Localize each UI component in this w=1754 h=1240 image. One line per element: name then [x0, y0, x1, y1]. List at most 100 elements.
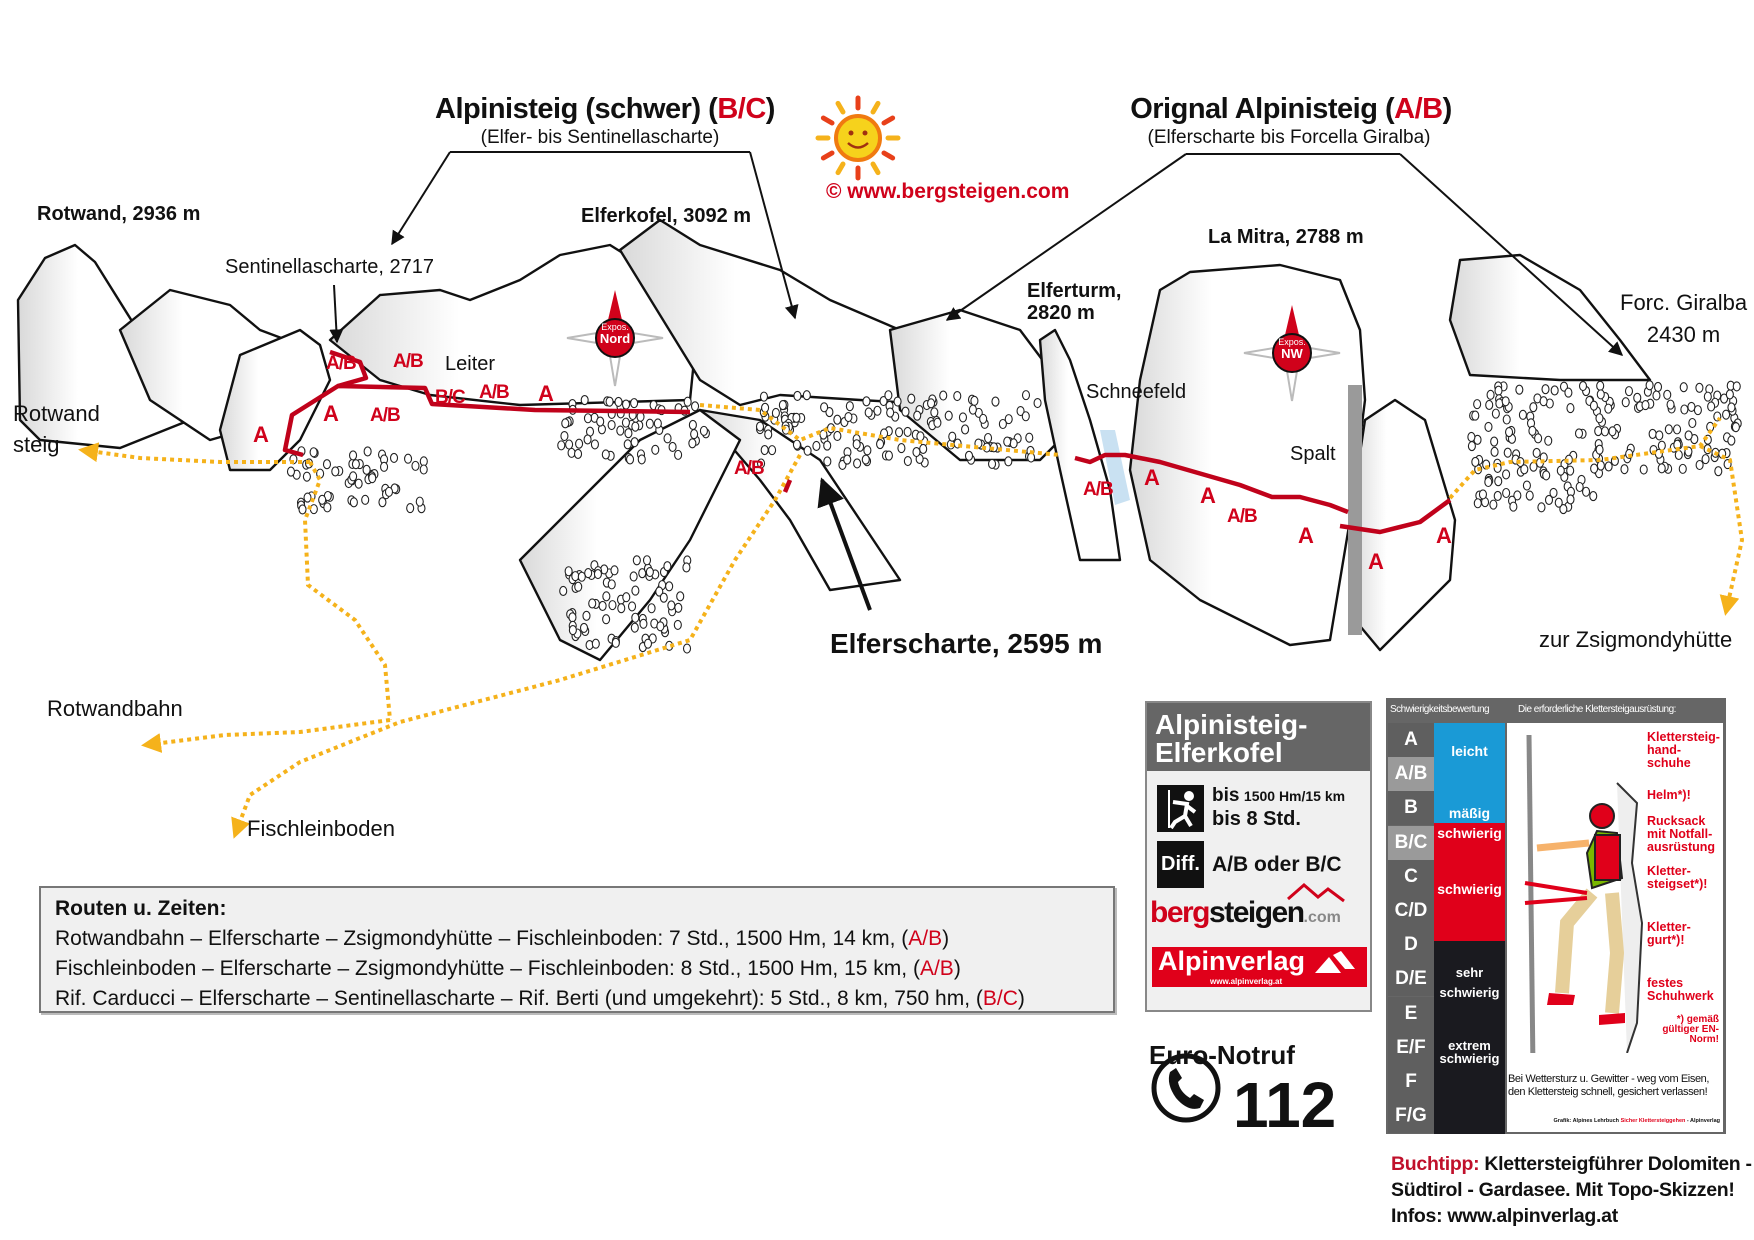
scree-stone	[879, 395, 888, 407]
scree-stone	[958, 412, 968, 423]
bergsteigen-logo[interactable]: bergsteigen.com	[1150, 883, 1345, 935]
category-leicht: leicht mäßig	[1434, 723, 1505, 823]
scree-stone	[302, 471, 311, 482]
sun-logo	[815, 95, 901, 181]
scree-stone	[1554, 497, 1563, 508]
scree-stone	[322, 459, 332, 470]
scree-stone	[286, 466, 296, 477]
scree-stone	[1725, 389, 1734, 400]
scree-stone	[630, 622, 639, 633]
alpinverlag-link[interactable]: Infos: www.alpinverlag.at	[1391, 1205, 1618, 1227]
scree-stone	[1703, 391, 1712, 402]
emergency-label: Euro-Notruf	[1149, 1040, 1295, 1070]
alpinverlag-logo[interactable]: Alpinverlag www.alpinverlag.at	[1152, 947, 1367, 987]
scree-stone	[627, 601, 637, 612]
scree-stone	[1502, 487, 1511, 499]
scree-stone	[567, 447, 576, 458]
scree-stone	[1004, 456, 1013, 467]
scree-stone	[656, 621, 665, 632]
scree-stone	[611, 637, 620, 648]
scree-stone	[861, 454, 870, 465]
scree-stone	[998, 418, 1007, 430]
route-row: Rotwandbahn – Elferscharte – Zsigmondyhü…	[55, 927, 950, 950]
scree-stone	[901, 406, 910, 417]
scree-stone	[1486, 389, 1495, 400]
scree-stone	[895, 427, 904, 438]
scree-stone	[368, 473, 377, 484]
scree-stone	[1620, 464, 1629, 475]
scree-stone	[1549, 487, 1558, 498]
scree-stone	[1707, 401, 1716, 412]
scree-stone	[568, 625, 577, 636]
scree-stone	[616, 425, 625, 436]
phone-icon	[1151, 1053, 1221, 1123]
mountain-logo-icon	[1287, 883, 1345, 903]
scree-stone	[389, 452, 399, 463]
scree-stone	[404, 453, 413, 464]
scree-stone	[1714, 466, 1723, 477]
route-grade: A/B	[1083, 479, 1114, 500]
copyright-link[interactable]: © www.bergsteigen.com	[826, 180, 1070, 203]
scree-stone	[1727, 402, 1736, 413]
scree-stone	[970, 395, 979, 406]
compass-expos: Expos.	[1278, 337, 1306, 347]
scree-stone	[1515, 384, 1524, 395]
right-route-title: Orignal Alpinisteig (A/B)	[1130, 93, 1452, 125]
scree-stone	[602, 614, 611, 625]
scree-stone	[1550, 385, 1559, 396]
scree-stone	[823, 440, 832, 451]
route-grade: B/C	[435, 387, 466, 408]
scree-stone	[642, 555, 652, 566]
scree-stone	[605, 396, 614, 407]
scree-stone	[1033, 397, 1042, 409]
scree-stone	[1727, 435, 1736, 446]
label-schneefeld: Schneefeld	[1086, 381, 1187, 403]
scree-stone	[1505, 427, 1514, 438]
scree-stone	[631, 585, 640, 596]
scree-stone	[1564, 387, 1573, 398]
equipment-illustration: Klettersteig-hand-schuhe Helm*)! Rucksac…	[1507, 723, 1723, 1132]
route-grade: A/B	[734, 458, 765, 479]
climber-illustration	[1524, 734, 1644, 1053]
route-grade: A	[1298, 523, 1314, 548]
scree-stone	[1578, 380, 1588, 392]
scree-stone	[968, 404, 977, 415]
scree-stone	[984, 432, 993, 444]
route-grade: A/B	[1227, 506, 1258, 527]
scree-stone	[863, 445, 872, 456]
grade-a-b: A/B	[1388, 757, 1434, 792]
via-ferrata-routes	[282, 349, 1452, 535]
left-route-subtitle: (Elfer- bis Sentinellascharte)	[480, 127, 720, 148]
scree-stone	[1502, 414, 1511, 425]
scree-stone	[630, 437, 639, 448]
scree-stone	[1467, 441, 1476, 452]
scree-stone	[919, 443, 928, 455]
scree-stone	[647, 603, 656, 614]
scree-stone	[833, 430, 842, 442]
category-schwierig: schwierig schwierig	[1434, 823, 1505, 941]
scree-stone	[663, 561, 672, 572]
route-grade: A/B	[326, 353, 357, 374]
scree-stone	[793, 390, 802, 401]
scree-stone	[1701, 454, 1710, 465]
scree-stone	[1596, 460, 1605, 471]
scree-stone	[690, 401, 700, 412]
scree-stone	[1608, 426, 1617, 437]
scree-stone	[1688, 417, 1697, 429]
compass-direction: NW	[1281, 346, 1303, 361]
scree-stone	[378, 497, 387, 508]
scree-stone	[930, 407, 939, 418]
scree-stone	[607, 579, 616, 590]
scree-stone	[682, 643, 692, 654]
info-difficulty-row: Diff. A/B oder B/C	[1157, 841, 1342, 888]
scree-stone	[764, 429, 773, 440]
scree-stone	[853, 458, 862, 469]
label-rotwandsteig: Rotwand steig	[13, 401, 100, 457]
scree-stone	[961, 424, 970, 435]
route-grade: A	[1436, 523, 1452, 548]
scree-stone	[590, 439, 599, 450]
scree-stone	[1680, 404, 1689, 415]
scree-stone	[1678, 463, 1687, 474]
scree-stone	[645, 418, 654, 429]
